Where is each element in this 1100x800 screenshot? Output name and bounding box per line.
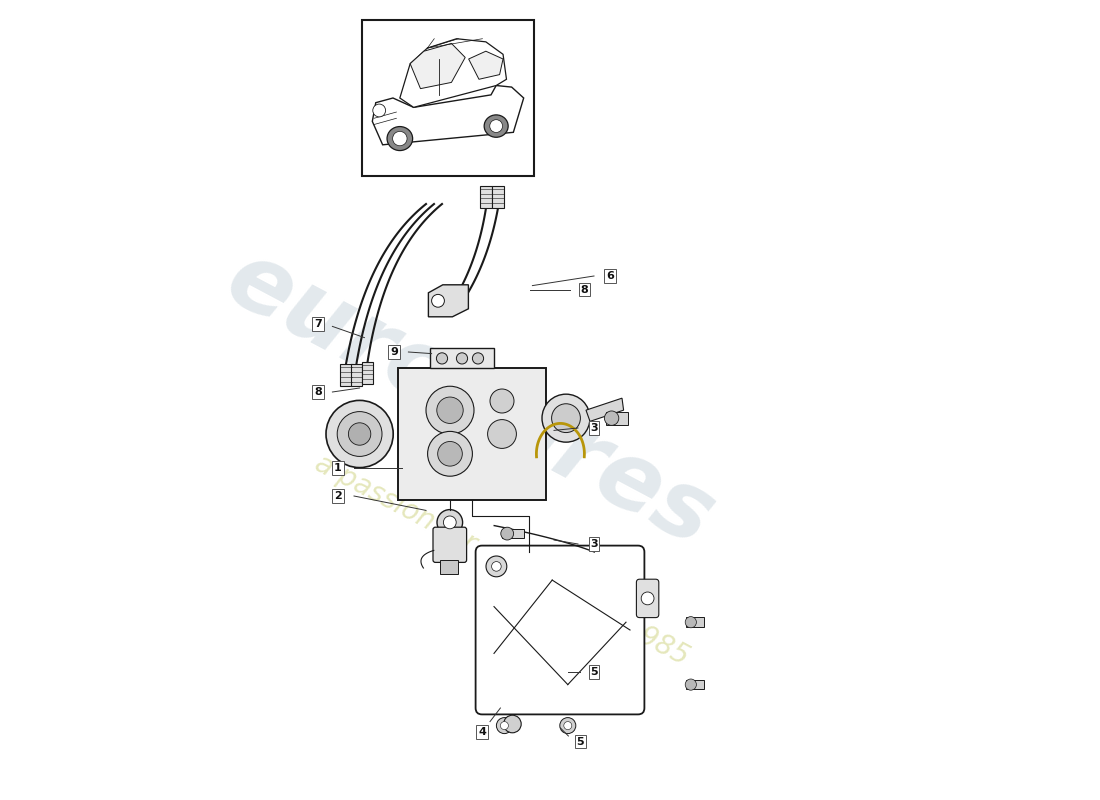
Bar	[502, 529, 524, 538]
Circle shape	[551, 404, 581, 433]
Circle shape	[326, 400, 393, 467]
Bar	[686, 618, 704, 627]
Circle shape	[456, 353, 468, 364]
Bar	[481, 186, 492, 208]
Text: 9: 9	[390, 347, 398, 357]
Circle shape	[487, 419, 516, 448]
Circle shape	[437, 510, 463, 535]
Text: 3: 3	[591, 423, 597, 433]
Circle shape	[349, 422, 371, 445]
Text: a passion for parts since 1985: a passion for parts since 1985	[310, 449, 694, 671]
Bar	[362, 362, 373, 384]
Circle shape	[373, 104, 386, 117]
Circle shape	[426, 386, 474, 434]
Circle shape	[504, 715, 521, 733]
FancyBboxPatch shape	[433, 527, 466, 562]
Polygon shape	[428, 285, 469, 317]
Circle shape	[431, 294, 444, 307]
Text: 8: 8	[581, 285, 589, 294]
Circle shape	[685, 679, 696, 690]
Circle shape	[564, 722, 572, 730]
Bar	[351, 364, 362, 386]
Text: 7: 7	[315, 319, 322, 329]
Circle shape	[437, 353, 448, 364]
Bar	[493, 186, 504, 208]
Bar	[398, 368, 546, 500]
Ellipse shape	[484, 115, 508, 138]
Circle shape	[560, 718, 575, 734]
Polygon shape	[469, 51, 503, 79]
Polygon shape	[372, 86, 524, 145]
Circle shape	[437, 397, 463, 423]
Ellipse shape	[393, 131, 407, 146]
Text: 5: 5	[576, 737, 584, 746]
Bar	[606, 412, 628, 425]
Bar	[686, 680, 704, 690]
Polygon shape	[586, 398, 624, 422]
Circle shape	[542, 394, 590, 442]
Circle shape	[443, 516, 456, 529]
Bar	[430, 348, 494, 368]
Ellipse shape	[490, 120, 503, 133]
Circle shape	[338, 411, 382, 456]
Circle shape	[685, 617, 696, 628]
Text: 3: 3	[591, 539, 597, 549]
Bar	[340, 364, 352, 386]
Circle shape	[492, 562, 502, 571]
Circle shape	[604, 411, 619, 426]
Text: 5: 5	[591, 667, 597, 677]
Text: 6: 6	[606, 271, 614, 281]
Ellipse shape	[387, 126, 412, 150]
Text: eurooares: eurooares	[211, 233, 729, 567]
Circle shape	[500, 722, 508, 730]
Circle shape	[438, 442, 462, 466]
Circle shape	[472, 353, 484, 364]
Text: 1: 1	[334, 463, 342, 473]
Bar	[362, 20, 534, 176]
Circle shape	[490, 389, 514, 413]
Circle shape	[428, 431, 472, 476]
FancyBboxPatch shape	[637, 579, 659, 618]
Circle shape	[500, 527, 514, 540]
Polygon shape	[399, 38, 506, 107]
Circle shape	[486, 556, 507, 577]
Text: 2: 2	[334, 491, 342, 501]
Circle shape	[641, 592, 654, 605]
FancyBboxPatch shape	[475, 546, 645, 714]
Text: 8: 8	[315, 387, 322, 397]
Text: 4: 4	[478, 727, 486, 737]
Bar	[440, 560, 458, 574]
Polygon shape	[410, 43, 465, 89]
Circle shape	[496, 718, 513, 734]
